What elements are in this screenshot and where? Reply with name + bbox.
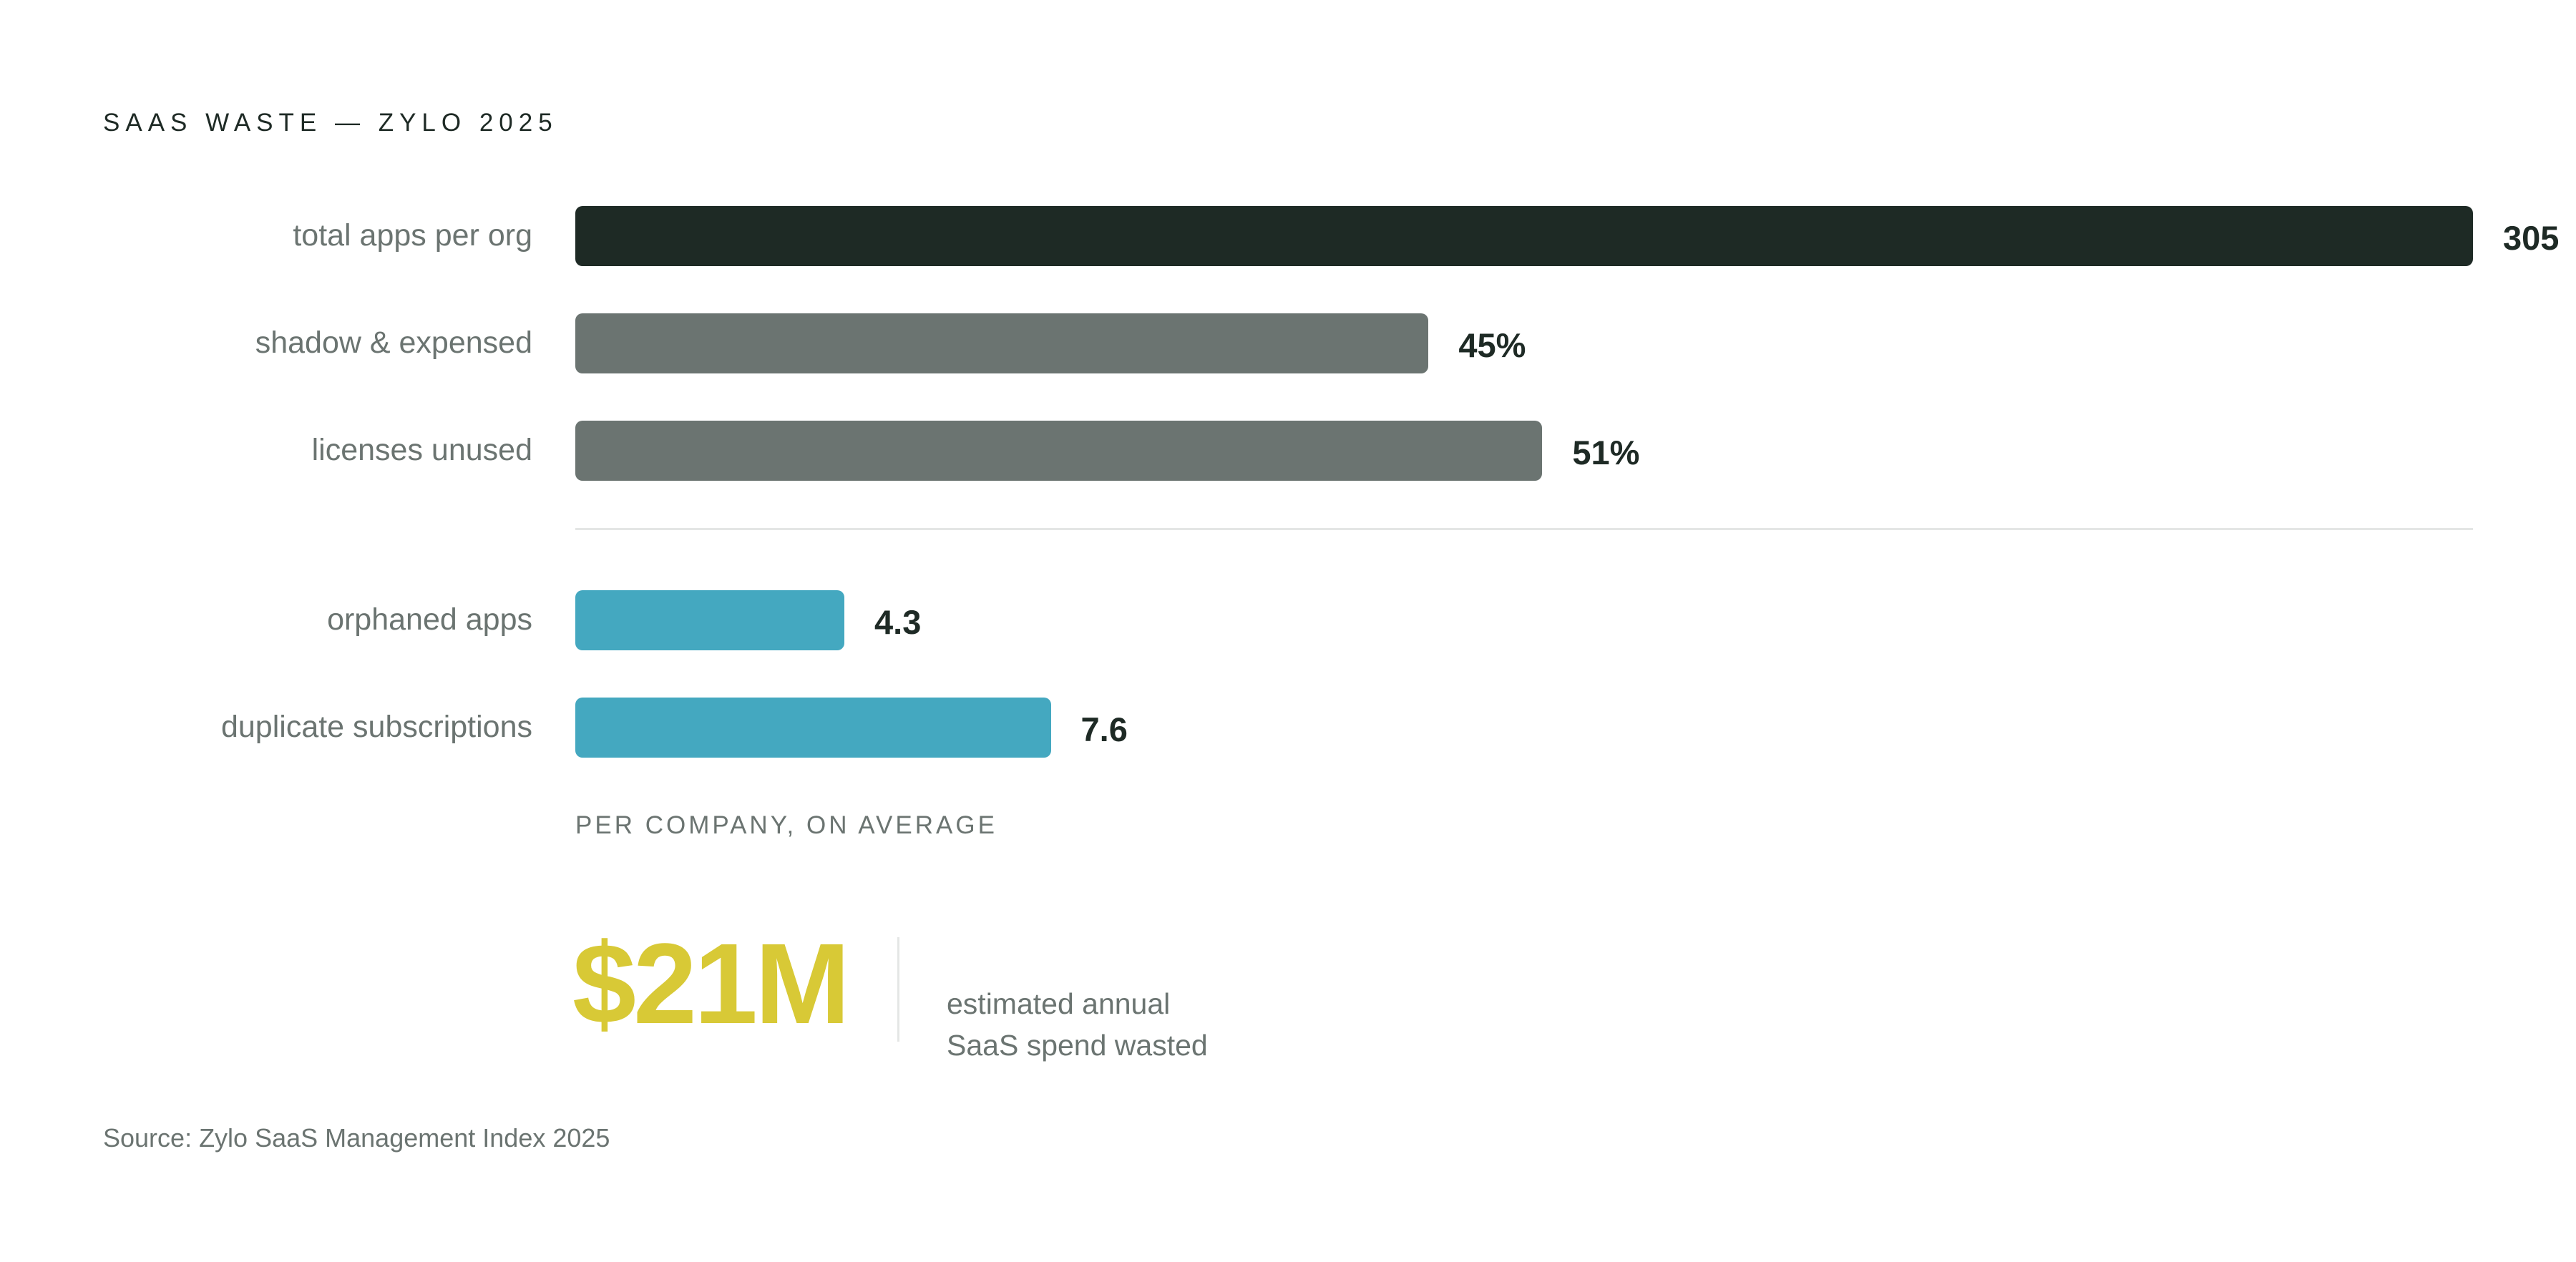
bar-licenses-unused — [575, 421, 1543, 481]
kpi-description-line2: SaaS spend wasted — [947, 1029, 1208, 1062]
source-note: Source: Zylo SaaS Management Index 2025 — [103, 1123, 610, 1153]
group-divider — [575, 528, 2473, 530]
chart-title: SAAS WASTE — ZYLO 2025 — [103, 109, 558, 137]
bar-value-shadow-expensed: 45% — [1458, 326, 1526, 364]
bar-duplicate-subscriptions — [575, 698, 1051, 758]
bar-label-total-apps-per-org: total apps per org — [293, 218, 532, 253]
bar-orphaned-apps — [575, 590, 844, 650]
kpi-divider — [897, 937, 899, 1042]
kpi-description-line1: estimated annual — [947, 987, 1171, 1020]
bar-value-total-apps-per-org: 305 — [2503, 219, 2560, 257]
bar-value-duplicate-subscriptions: 7.6 — [1080, 710, 1128, 748]
bar-label-licenses-unused: licenses unused — [311, 433, 532, 467]
bar-label-duplicate-subscriptions: duplicate subscriptions — [220, 710, 532, 744]
bar-value-orphaned-apps: 4.3 — [874, 603, 922, 641]
bar-label-shadow-expensed: shadow & expensed — [255, 326, 532, 360]
kpi-description: estimated annual SaaS spend wasted — [947, 983, 1208, 1066]
bar-label-orphaned-apps: orphaned apps — [327, 602, 532, 637]
bar-shadow-expensed — [575, 313, 1429, 373]
unit-note: PER COMPANY, ON AVERAGE — [575, 811, 997, 839]
bar-total-apps-per-org — [575, 206, 2473, 266]
kpi-value: $21M — [572, 919, 850, 1047]
bar-value-licenses-unused: 51% — [1572, 434, 1640, 471]
